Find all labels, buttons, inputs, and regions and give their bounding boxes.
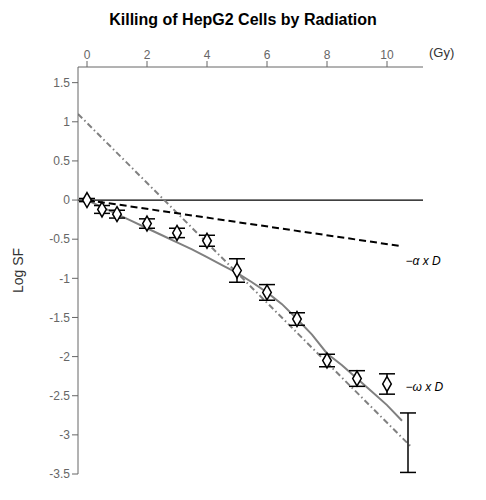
svg-text:-2: -2	[59, 350, 70, 364]
svg-text:0.5: 0.5	[53, 154, 70, 168]
svg-text:4: 4	[204, 48, 211, 62]
svg-text:(Gy): (Gy)	[429, 45, 454, 60]
svg-text:-2.5: -2.5	[49, 389, 70, 403]
svg-text:−α x D: −α x D	[406, 254, 442, 268]
svg-text:2: 2	[144, 48, 151, 62]
svg-text:1.5: 1.5	[53, 76, 70, 90]
svg-text:-1: -1	[59, 272, 70, 286]
svg-text:1: 1	[63, 115, 70, 129]
svg-text:−ω x D: −ω x D	[406, 380, 444, 394]
svg-text:-1.5: -1.5	[49, 311, 70, 325]
svg-text:8: 8	[324, 48, 331, 62]
svg-text:-3.5: -3.5	[49, 467, 70, 481]
svg-text:-0.5: -0.5	[49, 232, 70, 246]
svg-text:Log SF: Log SF	[10, 248, 26, 293]
svg-text:6: 6	[264, 48, 271, 62]
svg-text:-3: -3	[59, 428, 70, 442]
html-text:Killing of HepG2 Cells by Radi: Killing of HepG2 Cells by Radiation	[109, 11, 377, 28]
svg-text:0: 0	[63, 193, 70, 207]
svg-text:0: 0	[84, 48, 91, 62]
svg-text:10: 10	[380, 48, 394, 62]
